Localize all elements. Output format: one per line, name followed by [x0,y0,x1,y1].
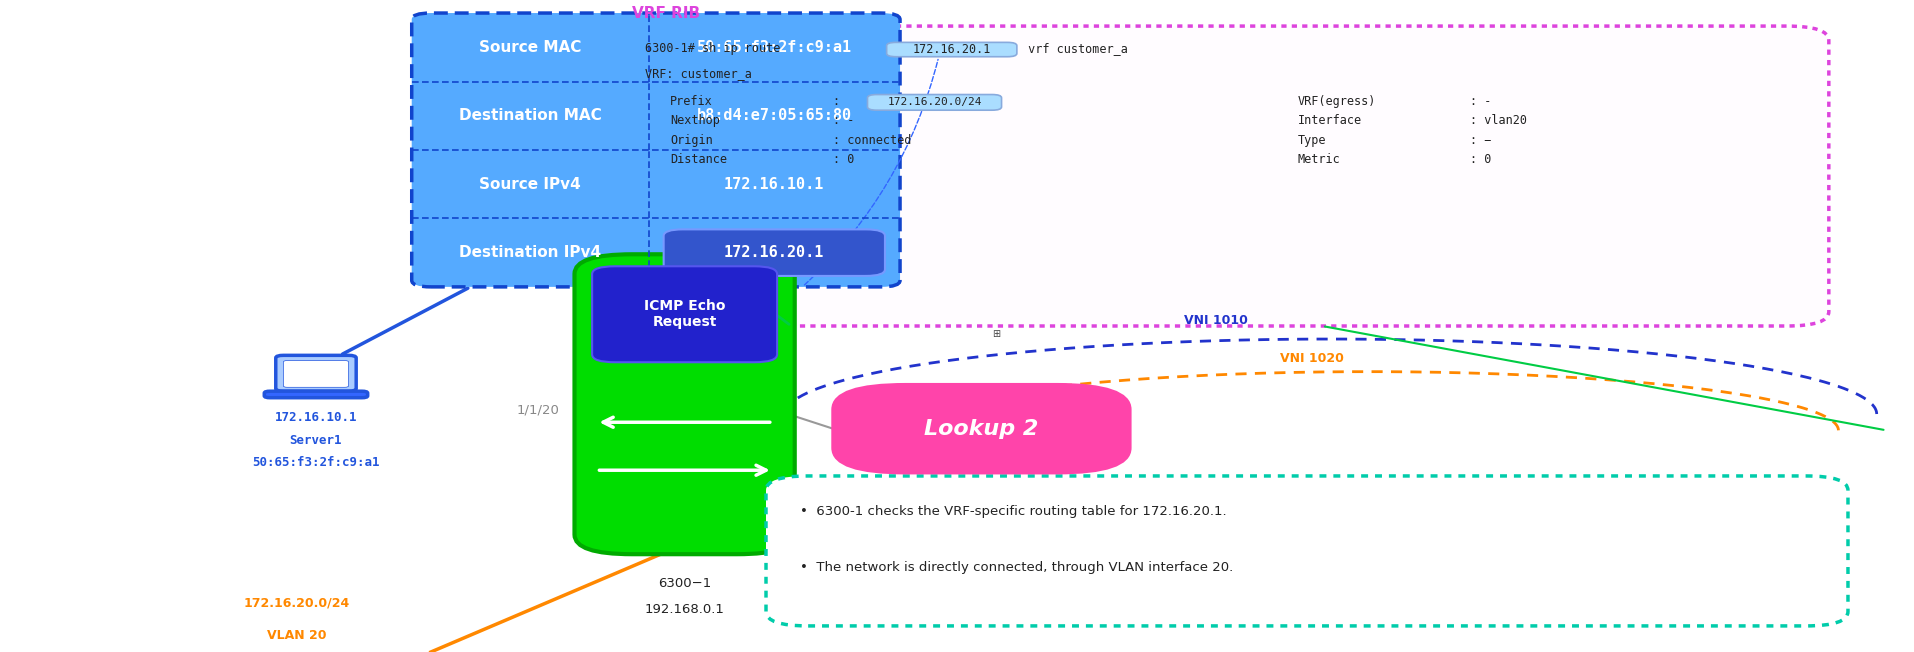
Text: 6300−1: 6300−1 [658,577,710,590]
Text: : −: : − [1470,134,1491,147]
Text: Origin: Origin [670,134,712,147]
Text: b8:d4:e7:05:65:80: b8:d4:e7:05:65:80 [697,108,852,123]
Text: 6300-1# sh ip route: 6300-1# sh ip route [645,42,787,55]
Text: : 0: : 0 [833,153,854,166]
FancyBboxPatch shape [622,26,1828,326]
FancyBboxPatch shape [264,391,367,398]
Text: Server1: Server1 [289,434,343,447]
Text: Interface: Interface [1298,114,1361,127]
Text: ⊞: ⊞ [991,329,999,339]
Text: 50:65:f3:2f:c9:a1: 50:65:f3:2f:c9:a1 [253,456,379,469]
Text: 50:65:f3:2f:c9:a1: 50:65:f3:2f:c9:a1 [697,40,852,55]
Text: Distance: Distance [670,153,727,166]
FancyBboxPatch shape [283,361,348,387]
FancyBboxPatch shape [833,385,1129,473]
Text: VRF RIB: VRF RIB [632,6,701,21]
Text: 172.16.10.1: 172.16.10.1 [723,177,825,192]
Text: : -: : - [833,114,854,127]
Text: Destination MAC: Destination MAC [459,108,601,123]
FancyBboxPatch shape [412,13,900,287]
Text: 172.16.20.1: 172.16.20.1 [913,43,990,56]
FancyBboxPatch shape [766,476,1847,626]
FancyBboxPatch shape [591,266,777,363]
Text: vrf customer_a: vrf customer_a [1020,42,1127,55]
Text: VNI 1020: VNI 1020 [1279,352,1344,365]
Text: ICMP Echo
Request: ICMP Echo Request [643,299,725,329]
Text: •  6300-1 checks the VRF-specific routing table for 172.16.20.1.: • 6300-1 checks the VRF-specific routing… [800,505,1227,518]
Text: Type: Type [1298,134,1326,147]
Text: Prefix: Prefix [670,95,712,108]
FancyBboxPatch shape [276,355,356,391]
Text: : connected: : connected [833,134,911,147]
Text: Metric: Metric [1298,153,1340,166]
Text: Destination IPv4: Destination IPv4 [459,245,601,260]
Text: : -: : - [1470,95,1491,108]
Text: VLAN 20: VLAN 20 [266,629,327,642]
Text: VRF(egress): VRF(egress) [1298,95,1376,108]
Text: : vlan20: : vlan20 [1470,114,1527,127]
Text: 1/1/20: 1/1/20 [517,404,559,417]
Text: :: : [833,95,846,108]
Text: 192.168.0.1: 192.168.0.1 [645,603,723,616]
FancyBboxPatch shape [664,230,884,276]
Text: 172.16.20.1: 172.16.20.1 [723,245,825,260]
Text: Source IPv4: Source IPv4 [478,177,580,192]
Text: Nexthop: Nexthop [670,114,720,127]
FancyBboxPatch shape [886,42,1016,57]
Text: 172.16.20.0/24: 172.16.20.0/24 [886,97,982,108]
Text: VNI 1010: VNI 1010 [1183,314,1248,327]
Text: Lookup 2: Lookup 2 [924,419,1037,439]
FancyBboxPatch shape [867,95,1001,110]
Text: : 0: : 0 [1470,153,1491,166]
Text: 172.16.10.1: 172.16.10.1 [274,411,358,424]
Text: 172.16.20.0/24: 172.16.20.0/24 [243,597,350,610]
Text: •  The network is directly connected, through VLAN interface 20.: • The network is directly connected, thr… [800,561,1233,574]
FancyBboxPatch shape [574,254,794,554]
Text: Source MAC: Source MAC [478,40,582,55]
Text: VRF: customer_a: VRF: customer_a [645,67,752,80]
